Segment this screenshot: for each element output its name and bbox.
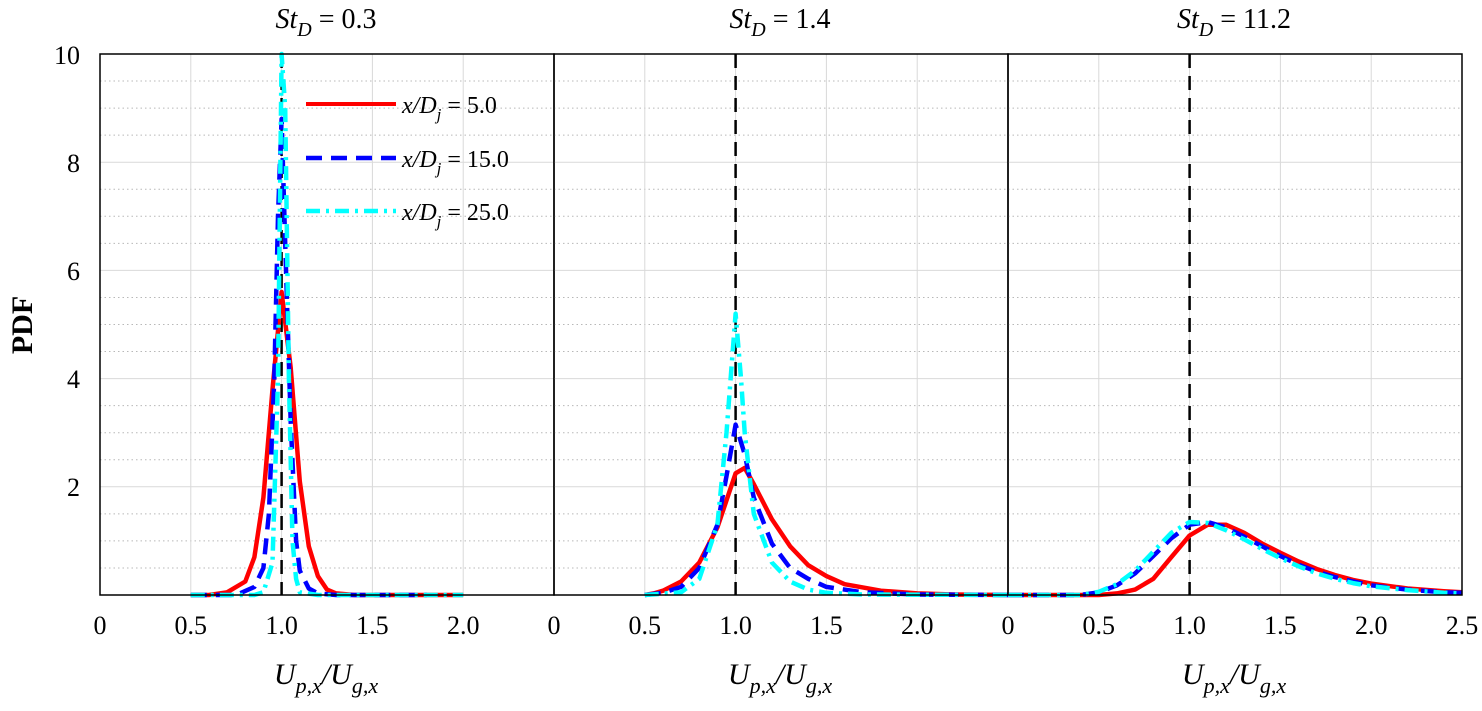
y-tick-label: 4 (67, 365, 80, 394)
series-line-2 (644, 422, 1009, 598)
series-line-2 (1008, 519, 1463, 598)
x-tick-label-zero: 0 (94, 611, 107, 640)
series-line-1 (190, 289, 464, 598)
x-tick-label: 0.5 (1083, 611, 1116, 640)
legend-label: x/Dj = 15.0 (401, 147, 509, 178)
legend-label: x/Dj = 5.0 (401, 93, 497, 124)
x-tick-label: 2.0 (901, 611, 934, 640)
series-line-1 (644, 465, 1009, 598)
x-tick-label: 1.5 (1264, 611, 1297, 640)
x-tick-label: 2.0 (1355, 611, 1388, 640)
x-tick-label: 2.0 (447, 611, 480, 640)
panel-title: StD = 0.3 (275, 4, 376, 41)
series-line-3 (1008, 519, 1463, 598)
panel: 0.5 1.0 1.5 2.0 2.5 0 (1002, 53, 1479, 640)
series-line-3 (644, 311, 1009, 598)
x-axis-label: Up,x/Ug,x (728, 658, 832, 698)
y-tick-label: 6 (67, 257, 80, 286)
legend-label: x/Dj = 25.0 (401, 200, 509, 231)
x-axis-label: Up,x/Ug,x (274, 658, 378, 698)
x-tick-label: 1.0 (719, 611, 752, 640)
x-tick-label: 0.5 (175, 611, 208, 640)
panel-title: StD = 11.2 (1177, 4, 1291, 41)
x-tick-label: 1.0 (265, 611, 298, 640)
panel-title: StD = 1.4 (729, 4, 830, 41)
x-tick-label: 0.5 (629, 611, 662, 640)
x-tick-label: 1.5 (810, 611, 843, 640)
series-line-3 (190, 51, 464, 598)
y-tick-label: 10 (54, 41, 80, 70)
x-tick-label-zero: 0 (1002, 611, 1015, 640)
legend: x/Dj = 5.0 x/Dj = 15.0 x/Dj = 25.0 (306, 93, 509, 231)
y-tick-label: 2 (67, 473, 80, 502)
panel: 0.5 1.0 1.5 2.0 0 (548, 53, 1009, 640)
x-tick-label: 2.5 (1446, 611, 1479, 640)
panels: 0.5 1.0 1.5 2.0 0 0.5 1.0 1.5 2.0 0 0.5 1.0 1.5 2.0 2.… (94, 51, 1479, 640)
panel: 0.5 1.0 1.5 2.0 0 (94, 51, 555, 640)
plot-frame (1007, 53, 1463, 596)
x-tick-label: 1.0 (1173, 611, 1206, 640)
x-axis-label: Up,x/Ug,x (1182, 658, 1286, 698)
y-tick-labels: 2 4 6 8 10 (54, 41, 80, 502)
x-tick-label: 1.5 (356, 611, 389, 640)
x-tick-label-zero: 0 (548, 611, 561, 640)
y-axis-label: PDF (6, 296, 39, 354)
series-line-2 (190, 116, 427, 598)
y-tick-label: 8 (67, 149, 80, 178)
series-line-1 (1008, 522, 1463, 598)
